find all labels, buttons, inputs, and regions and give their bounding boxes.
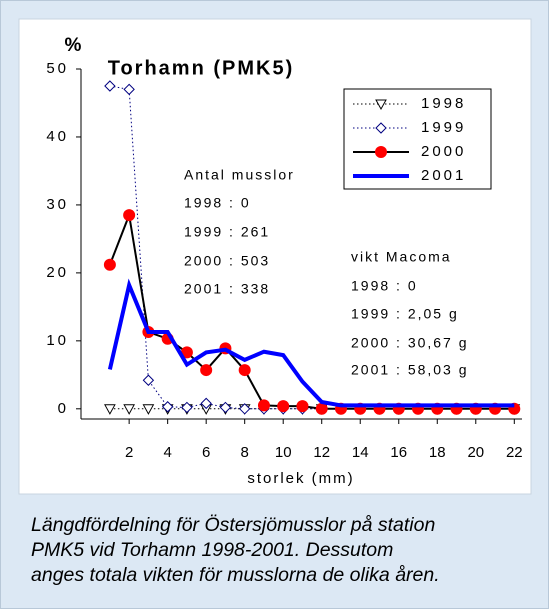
caption-line: Längdfördelning för Östersjömusslor på s… [31,514,436,536]
point [219,401,232,414]
y-tick-label: 40 [46,128,69,145]
y-tick-label: 0 [58,400,69,417]
y-tick-label: 10 [46,332,69,349]
point [238,364,251,377]
chart-title: Torhamn (PMK5) [108,57,295,79]
chart: Torhamn (PMK5) % storlek (mm) 0 10 20 30 40 5… [18,18,532,495]
x-tick-label: 20 [467,444,484,461]
x-tick-label: 8 [241,444,249,461]
caption: Längdfördelning för Östersjömusslor på s… [31,513,541,588]
annotation: 1999 : 261 [184,224,270,240]
legend-label: 1999 [421,119,466,136]
x-axis-label: storlek (mm) [247,470,354,487]
x-tick-label: 22 [506,444,523,461]
point [180,346,193,359]
x-tick-label: 4 [163,444,171,461]
annotation: 1998 : 0 [184,195,251,211]
point [104,404,116,415]
point [257,399,270,412]
x-tick-label: 14 [352,444,369,461]
x-tick-label: 10 [275,444,292,461]
annotation: vikt Macoma [351,249,452,265]
caption-line: PMK5 vid Torhamn 1998-2001. Dessutom [31,539,394,561]
point [181,401,193,414]
point [375,122,387,134]
x-tick-label: 16 [390,444,407,461]
y-tick-label: 20 [46,264,69,281]
x-tick-label: 6 [202,444,210,461]
annotation: 2001 : 58,03 g [351,362,469,378]
point [103,258,116,271]
point [238,403,251,415]
point [200,397,212,410]
point [315,402,328,415]
point [277,400,290,413]
annotation: Antal musslor [184,167,295,183]
x-tick-label: 12 [313,444,330,461]
point [142,404,155,415]
point [161,401,174,413]
point [123,404,135,415]
legend-label: 2000 [421,143,466,160]
annotation: 1998 : 0 [351,278,418,294]
y-tick-label: 30 [46,196,69,213]
point [123,209,136,222]
annotation: 2001 : 338 [184,281,270,297]
point [104,80,116,92]
point [296,400,309,413]
point [142,374,155,386]
series-line [107,278,515,408]
point [375,99,387,111]
legend-label: 1998 [421,95,466,112]
x-tick-label: 2 [125,444,133,461]
y-tick-label: 50 [46,60,69,77]
annotation: 2000 : 503 [184,253,270,269]
caption-line: anges totala vikten för musslorna de oli… [31,564,440,586]
annotation: 2000 : 30,67 g [351,335,469,351]
x-tick-label: 18 [429,444,446,461]
legend-label: 2001 [421,167,466,184]
series-line [109,85,515,410]
point [200,364,213,377]
legend-box [343,88,492,190]
y-axis-label: % [65,35,82,56]
annotation: 1999 : 2,05 g [351,306,459,322]
point [123,83,135,96]
point [375,146,387,158]
